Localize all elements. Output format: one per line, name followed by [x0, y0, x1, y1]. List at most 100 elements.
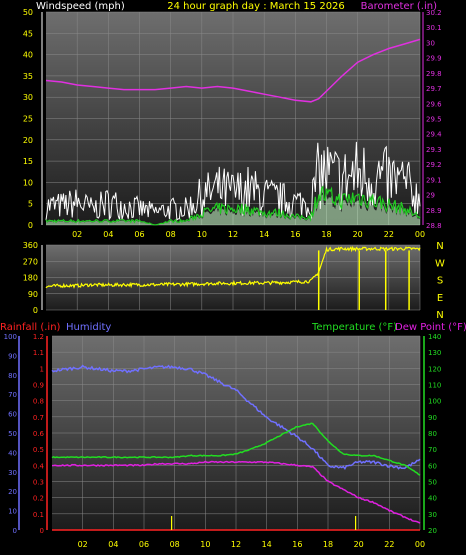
rain-y-tick-label: 0.4 — [33, 462, 45, 470]
temp-x-tick-label: 16 — [292, 540, 302, 549]
barometer-y-tick-label: 30.2 — [426, 9, 442, 17]
direction-y-tick-label: 270 — [23, 257, 38, 266]
rainfall-axis-label: Rainfall (.in) — [0, 322, 61, 333]
humidity-y-tick-label: 30 — [8, 469, 17, 477]
temp-x-tick-label: 18 — [323, 540, 333, 549]
wind-x-tick-label: 20 — [353, 230, 363, 239]
wind-y-tick-label: 0 — [28, 221, 33, 230]
compass-label: W — [435, 258, 445, 269]
rain-y-tick-label: 0.3 — [33, 479, 44, 487]
temperature-line — [51, 422, 421, 476]
wind-y-tick-label: 40 — [23, 51, 33, 60]
temp-y-tick-label: 110 — [428, 382, 441, 390]
wind-y-tick-label: 35 — [23, 72, 33, 81]
wind-y-tick-label: 5 — [28, 200, 33, 209]
barometer-y-tick-label: 30 — [426, 39, 435, 47]
temp-y-tick-label: 70 — [428, 446, 437, 454]
humidity-y-tick-label: 40 — [8, 449, 17, 457]
temp-humidity-panel: 203040506070809010011012013014000.10.20.… — [4, 333, 442, 549]
wind-gust-line — [45, 141, 421, 221]
wind-title: Windspeed (mph) — [36, 1, 125, 12]
compass-label: E — [437, 293, 443, 304]
barometer-title: Barometer (.in) — [361, 1, 437, 12]
humidity-y-tick-label: 0 — [13, 527, 17, 535]
temp-x-tick-label: 12 — [231, 540, 241, 549]
rain-y-tick-label: 0.1 — [33, 511, 44, 519]
barometer-y-tick-label: 29.8 — [426, 70, 442, 78]
temp-y-tick-label: 80 — [428, 430, 437, 438]
rain-y-tick-label: 1.1 — [33, 349, 44, 357]
direction-y-tick-label: 180 — [23, 274, 38, 283]
rain-y-tick-label: 0.7 — [33, 414, 44, 422]
wind-x-tick-label: 16 — [290, 230, 300, 239]
humidity-y-tick-label: 80 — [8, 372, 17, 380]
graph-title: 24 hour graph day : March 15 2026 — [167, 1, 345, 12]
barometer-y-tick-label: 29.9 — [426, 55, 442, 63]
temp-y-tick-label: 120 — [428, 365, 441, 373]
wind-x-tick-label: 18 — [321, 230, 331, 239]
dewpoint-axis-label: Dew Point (°F) — [395, 322, 466, 333]
barometer-y-tick-label: 29.3 — [426, 146, 442, 154]
wind-x-tick-label: 06 — [134, 230, 144, 239]
wind-barometer-panel: 0 5 10 15 20 25 30 35 40 45 50 28.8 28.9 29 29.1 29.2 29… — [23, 8, 442, 239]
temp-x-tick-label: 22 — [384, 540, 394, 549]
barometer-line — [45, 38, 421, 103]
temp-x-tick-label: 10 — [200, 540, 210, 549]
wind-y-tick-label: 30 — [23, 93, 33, 102]
direction-y-tick-label: 0 — [33, 306, 38, 315]
direction-y-tick-label: 360 — [23, 241, 38, 250]
wind-x-tick-label: 08 — [166, 230, 176, 239]
rain-y-tick-label: 1 — [40, 365, 44, 373]
compass-label: S — [437, 276, 443, 287]
temp-x-tick-label: 14 — [262, 540, 272, 549]
rain-y-tick-label: 0.6 — [33, 430, 45, 438]
wind-y-tick-label: 25 — [23, 115, 33, 124]
wind-average-area — [46, 194, 420, 225]
wind-direction-line — [45, 245, 421, 289]
compass-label: N — [436, 310, 443, 321]
temp-y-tick-label: 40 — [428, 495, 437, 503]
humidity-axis-label: Humidity — [66, 322, 111, 333]
temp-y-tick-label: 100 — [428, 398, 441, 406]
humidity-y-tick-label: 90 — [8, 352, 17, 360]
barometer-y-tick-label: 29.6 — [426, 100, 442, 108]
humidity-y-tick-label: 60 — [8, 411, 17, 419]
wind-x-tick-label: 12 — [228, 230, 238, 239]
wind-x-tick-label: 14 — [259, 230, 269, 239]
barometer-y-tick-label: 29.4 — [426, 131, 442, 139]
rain-y-tick-label: 0.2 — [33, 495, 44, 503]
barometer-y-tick-label: 29.7 — [426, 85, 442, 93]
temperature-axis-label: Temperature (°F) — [311, 322, 397, 333]
temp-x-tick-label: 20 — [354, 540, 364, 549]
barometer-y-tick-label: 28.9 — [426, 207, 442, 215]
temp-x-tick-label: 08 — [170, 540, 180, 549]
barometer-y-tick-label: 29 — [426, 192, 435, 200]
barometer-y-tick-label: 30.1 — [426, 24, 442, 32]
humidity-y-tick-label: 100 — [4, 333, 17, 341]
wind-x-tick-label: 02 — [72, 230, 82, 239]
barometer-y-tick-label: 29.5 — [426, 116, 442, 124]
rain-y-tick-label: 0.8 — [33, 398, 44, 406]
temp-y-tick-label: 50 — [428, 479, 437, 487]
temp-y-tick-label: 60 — [428, 462, 437, 470]
temp-x-tick-label: 00 — [415, 540, 425, 549]
humidity-y-tick-label: 20 — [8, 488, 17, 496]
wind-x-tick-label: 22 — [384, 230, 394, 239]
temp-x-tick-label: 02 — [78, 540, 88, 549]
temp-y-tick-label: 130 — [428, 349, 441, 357]
wind-y-tick-label: 15 — [23, 157, 33, 166]
wind-average-line — [45, 185, 421, 226]
wind-x-tick-label: 10 — [197, 230, 207, 239]
rain-y-tick-label: 0.9 — [33, 382, 44, 390]
temp-x-tick-label: 04 — [108, 540, 118, 549]
humidity-y-tick-label: 70 — [8, 391, 17, 399]
barometer-y-tick-label: 29.2 — [426, 161, 442, 169]
wind-y-tick-label: 20 — [23, 136, 33, 145]
temp-y-tick-label: 90 — [428, 414, 437, 422]
direction-y-tick-label: 90 — [28, 290, 38, 299]
barometer-y-tick-label: 29.1 — [426, 176, 442, 184]
rain-y-tick-label: 1.2 — [33, 333, 44, 341]
